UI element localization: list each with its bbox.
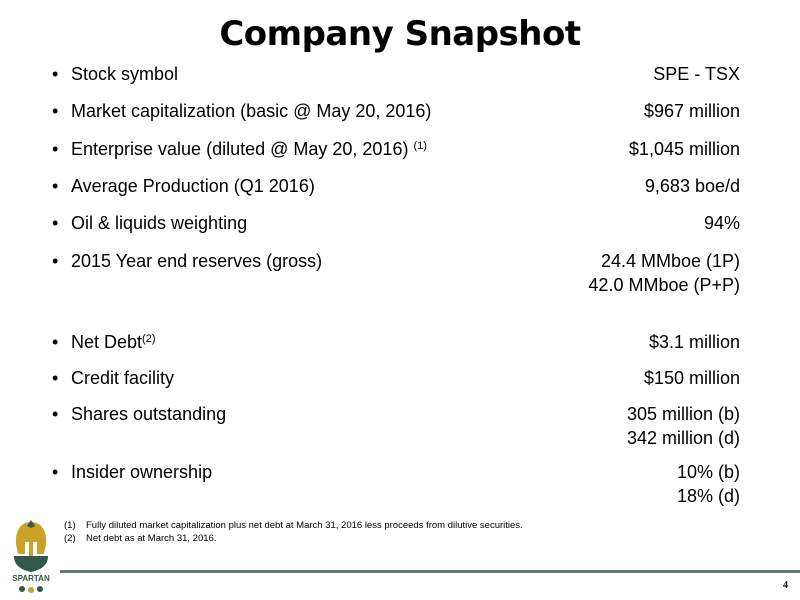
row-label: Insider ownership (71, 462, 213, 482)
row-label: Shares outstanding (71, 404, 227, 424)
list-item: Insider ownership 10% (b) 18% (d) (52, 460, 740, 508)
row-label: Credit facility (71, 368, 175, 388)
row-value: $150 million (643, 368, 740, 388)
row-value: 24.4 MMboe (1P) (600, 251, 740, 271)
page-number: 4 (783, 580, 788, 591)
footnote-text: Net debt as at March 31, 2016. (86, 533, 217, 544)
row-value: 42.0 MMboe (P+P) (588, 275, 740, 295)
list-item: Net Debt(2) $3.1 million (52, 330, 740, 354)
row-label: Stock symbol (71, 64, 179, 84)
list-item: Credit facility $150 million (52, 366, 740, 390)
footnote-ref: (1) (413, 140, 427, 152)
page-title: Company Snapshot (219, 14, 581, 54)
list-item: 2015 Year end reserves (gross) 24.4 MMbo… (52, 249, 740, 297)
row-value: 18% (d) (676, 486, 740, 506)
spartan-logo: SPARTAN (12, 520, 50, 593)
row-value: $967 million (643, 101, 740, 121)
footnote: (2) Net debt as at March 31, 2016. (64, 532, 523, 545)
row-value: SPE - TSX (653, 64, 740, 84)
row-value: $1,045 million (628, 139, 740, 159)
row-label: Market capitalization (basic @ May 20, 2… (71, 101, 432, 121)
footer-divider (60, 570, 800, 573)
footnote-text: Fully diluted market capitalization plus… (86, 520, 523, 531)
row-value: 9,683 boe/d (644, 176, 740, 196)
list-item: Average Production (Q1 2016) 9,683 boe/d (52, 174, 740, 198)
row-label: Average Production (Q1 2016) (71, 176, 315, 196)
footnote-number: (1) (64, 520, 76, 531)
snapshot-list: Stock symbol SPE - TSX Market capitaliza… (52, 62, 740, 508)
footnote-number: (2) (64, 533, 76, 544)
row-value: 305 million (b) (626, 404, 740, 424)
list-item: Shares outstanding 305 million (b) 342 m… (52, 402, 740, 450)
row-label: Net Debt (71, 332, 143, 352)
footnote-ref: (2) (142, 333, 156, 345)
row-value: 10% (b) (676, 462, 740, 482)
logo-text: SPARTAN (12, 574, 50, 583)
list-item: Oil & liquids weighting 94% (52, 211, 740, 235)
row-label: Enterprise value (diluted @ May 20, 2016… (71, 139, 414, 159)
list-item: Stock symbol SPE - TSX (52, 62, 740, 86)
row-value: 94% (703, 213, 740, 233)
row-value: $3.1 million (648, 332, 740, 352)
list-item: Enterprise value (diluted @ May 20, 2016… (52, 137, 740, 161)
row-value: 342 million (d) (626, 428, 740, 448)
row-label: Oil & liquids weighting (71, 213, 248, 233)
footnote: (1) Fully diluted market capitalization … (64, 519, 523, 532)
list-item: Market capitalization (basic @ May 20, 2… (52, 99, 740, 123)
row-label: 2015 Year end reserves (gross) (71, 251, 323, 271)
footnotes: (1) Fully diluted market capitalization … (64, 519, 523, 545)
